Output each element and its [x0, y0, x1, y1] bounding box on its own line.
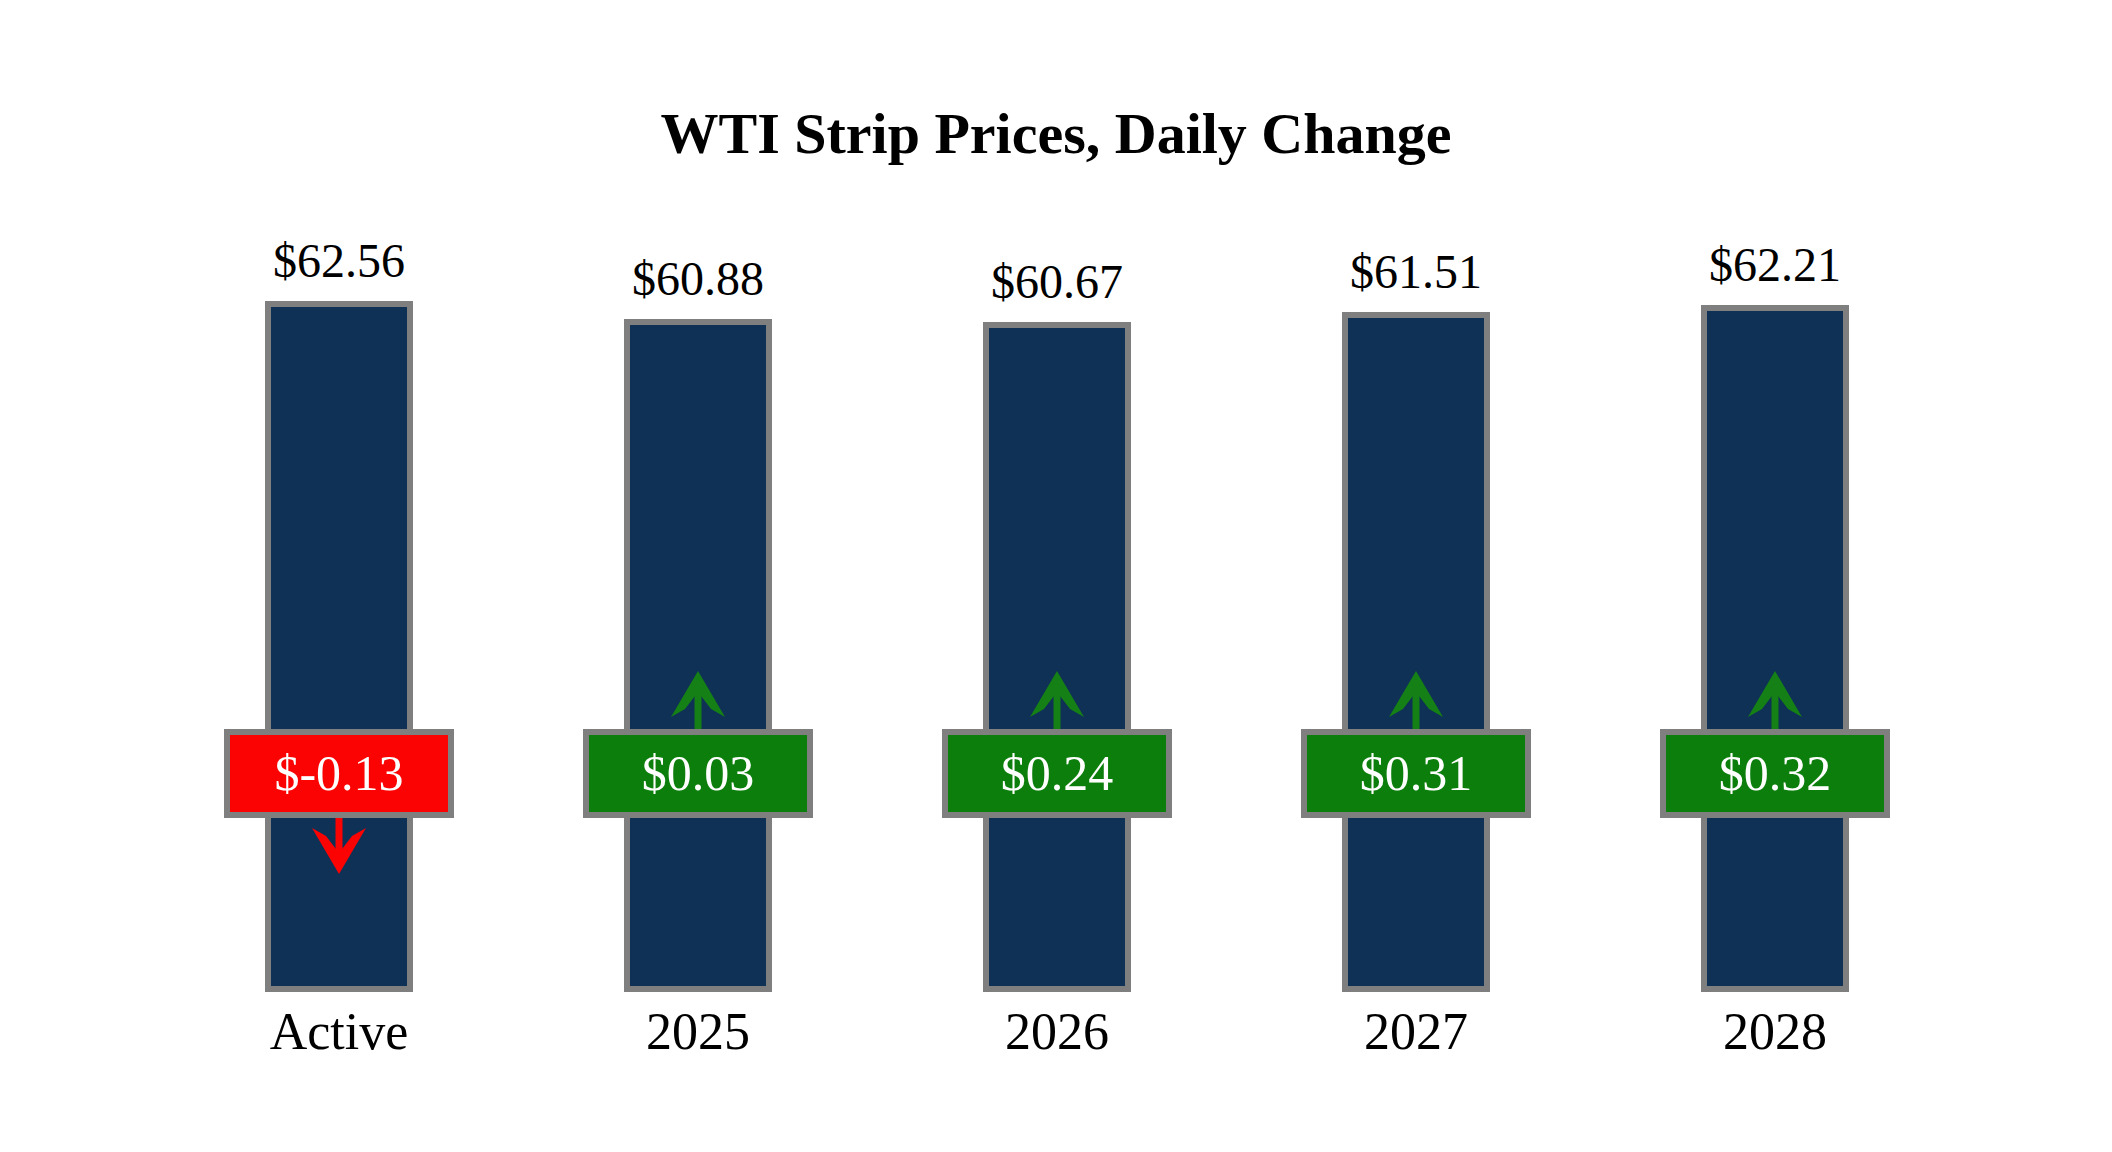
change-badge: $0.03 [583, 729, 813, 818]
change-badge: $0.32 [1660, 729, 1890, 818]
bar-group: $62.56 $-0.13 Active [159, 0, 519, 1152]
category-label: 2026 [877, 1002, 1237, 1062]
bar [1342, 312, 1490, 992]
bar [1701, 305, 1849, 992]
bar-group: $61.51 $0.31 2027 [1236, 0, 1596, 1152]
category-label: Active [159, 1002, 519, 1062]
up-arrow-icon [671, 671, 725, 729]
bar [983, 322, 1131, 992]
category-label: 2027 [1236, 1002, 1596, 1062]
category-label: 2025 [518, 1002, 878, 1062]
up-arrow-icon [1389, 671, 1443, 729]
change-badge: $-0.13 [224, 729, 454, 818]
price-label: $61.51 [1236, 244, 1596, 300]
change-badge: $0.31 [1301, 729, 1531, 818]
category-label: 2028 [1595, 1002, 1955, 1062]
up-arrow-icon [1030, 671, 1084, 729]
chart-canvas: WTI Strip Prices, Daily Change $62.56 $-… [0, 0, 2112, 1152]
bar [265, 301, 413, 992]
change-badge: $0.24 [942, 729, 1172, 818]
bar-group: $62.21 $0.32 2028 [1595, 0, 1955, 1152]
up-arrow-icon [1748, 671, 1802, 729]
bar-group: $60.88 $0.03 2025 [518, 0, 878, 1152]
price-label: $62.21 [1595, 237, 1955, 293]
price-label: $62.56 [159, 233, 519, 289]
bar-group: $60.67 $0.24 2026 [877, 0, 1237, 1152]
price-label: $60.88 [518, 251, 878, 307]
bar [624, 319, 772, 992]
down-arrow-icon [312, 816, 366, 874]
price-label: $60.67 [877, 254, 1237, 310]
